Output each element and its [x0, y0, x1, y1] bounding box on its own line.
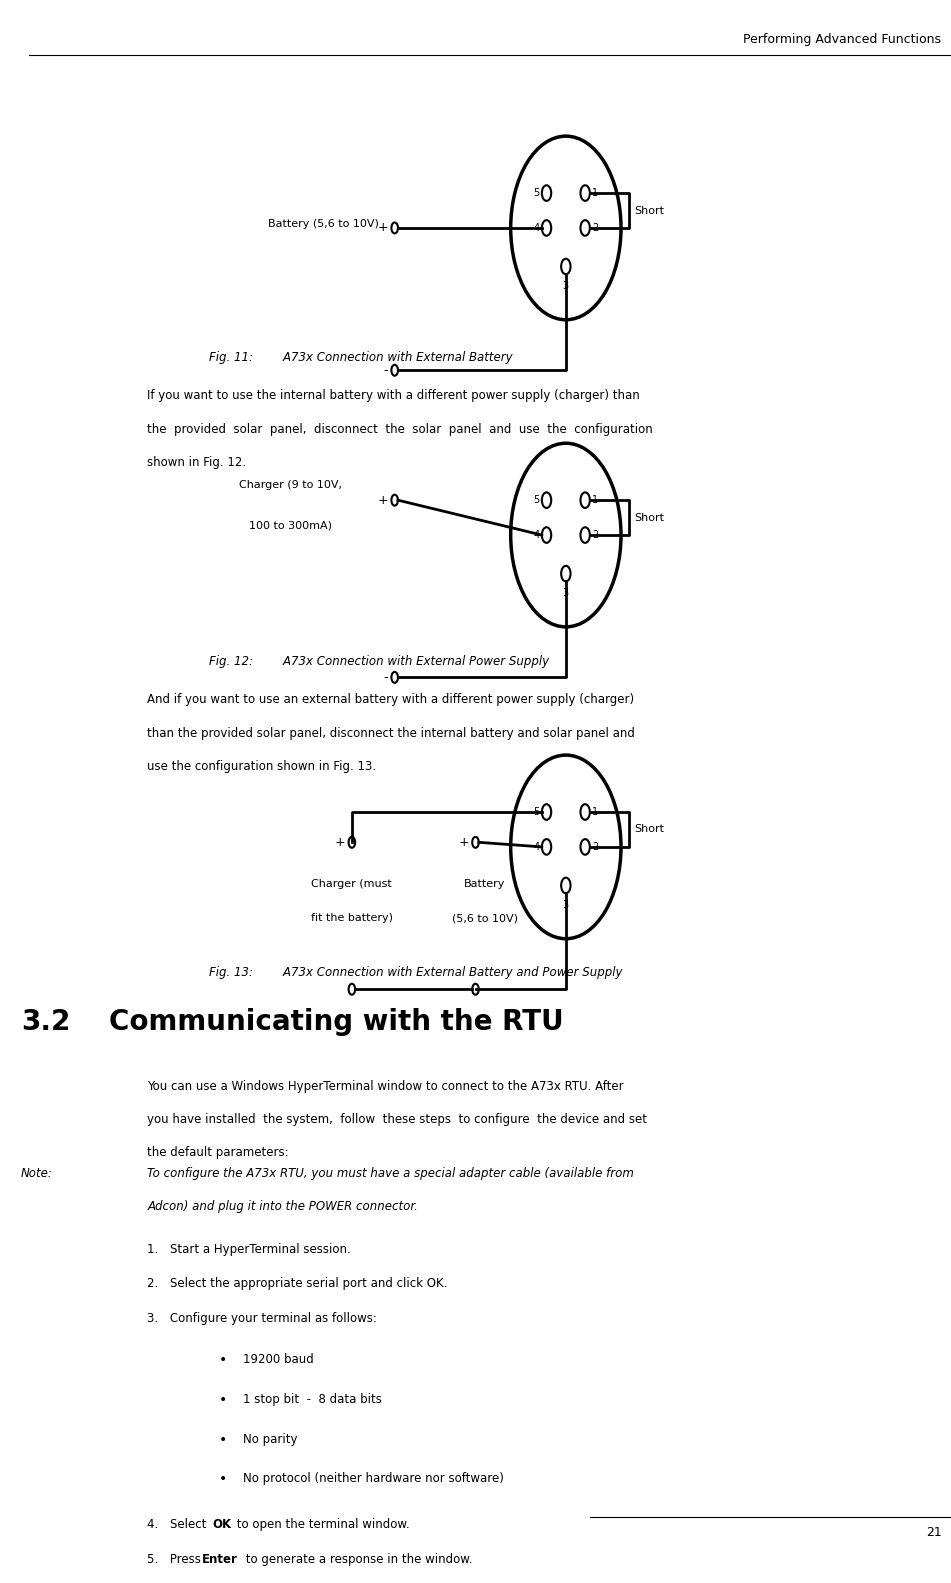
Text: +: +	[378, 494, 388, 507]
Text: Performing Advanced Functions: Performing Advanced Functions	[744, 33, 941, 46]
Text: +: +	[378, 222, 388, 234]
Text: 3: 3	[563, 899, 569, 910]
Text: Charger (must: Charger (must	[312, 879, 392, 890]
Text: 1: 1	[592, 495, 598, 505]
Text: 4: 4	[534, 223, 539, 233]
Text: No protocol (neither hardware nor software): No protocol (neither hardware nor softwa…	[243, 1472, 503, 1485]
Text: 4. Select: 4. Select	[147, 1518, 210, 1531]
Text: use the configuration shown in Fig. 13.: use the configuration shown in Fig. 13.	[147, 760, 377, 773]
Text: than the provided solar panel, disconnect the internal battery and solar panel a: than the provided solar panel, disconnec…	[147, 727, 635, 739]
Text: •: •	[219, 1433, 227, 1447]
Text: +: +	[335, 836, 345, 848]
Text: shown in Fig. 12.: shown in Fig. 12.	[147, 456, 246, 469]
Text: Short: Short	[634, 206, 664, 215]
Text: +: +	[458, 836, 469, 848]
Text: No parity: No parity	[243, 1433, 297, 1445]
Text: Communicating with the RTU: Communicating with the RTU	[109, 1008, 564, 1037]
Text: 2: 2	[592, 530, 598, 540]
Text: Adcon) and plug it into the POWER connector.: Adcon) and plug it into the POWER connec…	[147, 1200, 418, 1213]
Text: to generate a response in the window.: to generate a response in the window.	[242, 1553, 472, 1566]
Text: fit the battery): fit the battery)	[311, 913, 393, 923]
Text: And if you want to use an external battery with a different power supply (charge: And if you want to use an external batte…	[147, 693, 634, 706]
Text: •: •	[219, 1393, 227, 1407]
Text: 3: 3	[563, 587, 569, 598]
Text: OK: OK	[212, 1518, 231, 1531]
Text: 5: 5	[534, 188, 539, 198]
Text: 5: 5	[534, 495, 539, 505]
Text: 2.  Select the appropriate serial port and click OK.: 2. Select the appropriate serial port an…	[147, 1277, 448, 1290]
Text: -: -	[383, 671, 388, 684]
Text: Short: Short	[634, 825, 664, 834]
Text: Fig. 11:        A73x Connection with External Battery: Fig. 11: A73x Connection with External B…	[209, 351, 513, 364]
Text: 1 stop bit  -  8 data bits: 1 stop bit - 8 data bits	[243, 1393, 381, 1406]
Text: 21: 21	[925, 1526, 941, 1539]
Text: Note:: Note:	[21, 1167, 53, 1179]
Text: 4: 4	[534, 530, 539, 540]
Text: 4: 4	[534, 842, 539, 852]
Text: 3.  Configure your terminal as follows:: 3. Configure your terminal as follows:	[147, 1312, 378, 1325]
Text: Battery: Battery	[464, 879, 506, 890]
Text: (5,6 to 10V): (5,6 to 10V)	[452, 913, 518, 923]
Text: 3.2: 3.2	[21, 1008, 70, 1037]
Text: 2: 2	[592, 842, 598, 852]
Text: Fig. 12:        A73x Connection with External Power Supply: Fig. 12: A73x Connection with External P…	[209, 655, 550, 668]
Text: 5. Press: 5. Press	[147, 1553, 205, 1566]
Text: Fig. 13:        A73x Connection with External Battery and Power Supply: Fig. 13: A73x Connection with External B…	[209, 966, 623, 978]
Text: •: •	[219, 1353, 227, 1368]
Text: 100 to 300mA): 100 to 300mA)	[248, 521, 332, 530]
Text: Battery (5,6 to 10V): Battery (5,6 to 10V)	[268, 218, 378, 230]
Text: the  provided  solar  panel,  disconnect  the  solar  panel  and  use  the  conf: the provided solar panel, disconnect the…	[147, 423, 653, 435]
Text: 5: 5	[534, 807, 539, 817]
Text: Enter: Enter	[202, 1553, 238, 1566]
Text: 1: 1	[592, 807, 598, 817]
Text: Charger (9 to 10V,: Charger (9 to 10V,	[239, 480, 341, 489]
Text: 1: 1	[592, 188, 598, 198]
Text: To configure the A73x RTU, you must have a special adapter cable (available from: To configure the A73x RTU, you must have…	[147, 1167, 634, 1179]
Text: 2: 2	[592, 223, 598, 233]
Text: -: -	[383, 364, 388, 377]
Text: 3: 3	[563, 280, 569, 291]
Text: you have installed  the system,  follow  these steps  to configure  the device a: you have installed the system, follow th…	[147, 1113, 648, 1126]
Text: Short: Short	[634, 513, 664, 522]
Text: 1.  Start a HyperTerminal session.: 1. Start a HyperTerminal session.	[147, 1243, 351, 1255]
Text: •: •	[219, 1472, 227, 1486]
Text: to open the terminal window.: to open the terminal window.	[233, 1518, 410, 1531]
Text: 19200 baud: 19200 baud	[243, 1353, 313, 1366]
Text: You can use a Windows HyperTerminal window to connect to the A73x RTU. After: You can use a Windows HyperTerminal wind…	[147, 1080, 624, 1092]
Text: If you want to use the internal battery with a different power supply (charger) : If you want to use the internal battery …	[147, 389, 640, 402]
Text: the default parameters:: the default parameters:	[147, 1146, 289, 1159]
